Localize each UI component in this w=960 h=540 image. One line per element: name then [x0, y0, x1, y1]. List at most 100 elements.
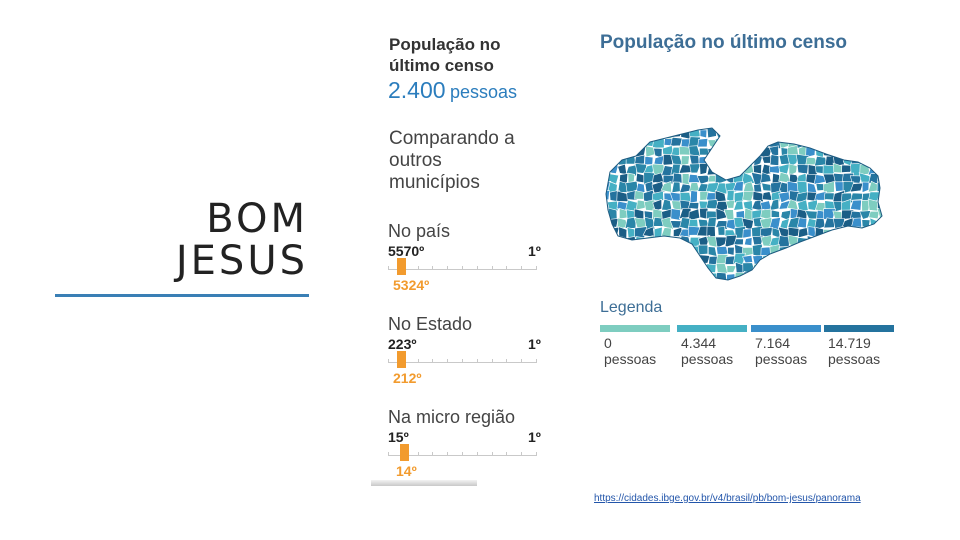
municipality-cell [886, 266, 890, 272]
municipality-cell [797, 271, 807, 280]
ranking-tick [418, 452, 419, 456]
municipality-cell [615, 261, 629, 275]
municipality-cell [697, 138, 709, 148]
municipality-cell [608, 244, 620, 258]
municipality-cell [608, 281, 619, 290]
municipality-cell [876, 253, 882, 265]
municipality-cell [832, 144, 845, 157]
ranking-tick [447, 452, 448, 456]
municipality-cell [832, 261, 844, 276]
municipality-cell [841, 235, 853, 248]
slide-title-line-1: BOM [206, 196, 308, 242]
municipality-cell [868, 262, 879, 275]
municipality-cell [804, 210, 818, 220]
municipality-cell [616, 136, 628, 148]
municipality-cell [841, 273, 855, 280]
population-unit: pessoas [450, 82, 518, 102]
municipality-cell [688, 208, 700, 222]
municipality-cell [877, 137, 882, 149]
ranking-track [388, 266, 537, 270]
municipality-cell [777, 271, 791, 280]
municipality-cell [814, 245, 827, 257]
municipality-cell [725, 165, 737, 177]
municipality-cell [825, 282, 836, 290]
municipality-cell [618, 283, 627, 290]
compare-line-2: outros [389, 150, 442, 171]
municipality-cell [606, 246, 609, 257]
municipality-cell [633, 128, 645, 132]
ranking-high: 1º [528, 243, 541, 259]
municipality-cell [715, 272, 728, 280]
municipality-cell [727, 281, 735, 290]
municipality-cell [689, 190, 698, 204]
municipality-cell [681, 173, 690, 186]
municipality-cell [761, 281, 773, 290]
municipality-cell [606, 146, 610, 157]
municipality-cell [852, 273, 863, 280]
municipality-cell [886, 254, 890, 262]
municipality-cell [644, 156, 654, 166]
municipality-cell [724, 154, 736, 165]
municipality-cell [867, 162, 881, 176]
municipality-cell [833, 254, 846, 267]
ranking-tick [521, 266, 522, 270]
municipality-cell [742, 190, 755, 202]
municipality-cell [867, 191, 881, 203]
municipality-cell [761, 155, 771, 164]
municipality-cell [868, 146, 878, 157]
municipality-cell [714, 129, 728, 140]
municipality-cell [727, 246, 735, 256]
compare-line-3: municípios [389, 172, 480, 193]
municipality-cell [643, 252, 655, 265]
ranking-position: 5324º [393, 277, 430, 293]
municipality-cell [697, 244, 709, 256]
municipality-cell [879, 262, 882, 275]
compare-heading: Comparando a outros municípios [389, 128, 515, 194]
municipality-cell [751, 271, 764, 280]
municipality-cell [769, 164, 782, 174]
municipality-cell [787, 216, 800, 229]
municipality-cell [652, 244, 665, 256]
municipality-cell [769, 252, 781, 266]
municipality-cell [715, 156, 728, 167]
summary-heading-line-2: último censo [389, 56, 494, 75]
ranking-low: 223º [388, 336, 417, 352]
municipality-cell [852, 246, 860, 256]
municipality-cell [804, 261, 818, 275]
municipality-cell [678, 164, 692, 174]
compare-line-1: Comparando a [389, 128, 515, 149]
municipality-cell [742, 255, 753, 264]
municipality-cell [670, 208, 681, 221]
population-value: 2.400 pessoas [388, 77, 517, 104]
municipality-cell [752, 217, 762, 228]
municipality-cell [699, 163, 709, 175]
municipality-cell [849, 199, 862, 211]
municipality-cell [878, 145, 882, 156]
municipality-cell [689, 163, 702, 174]
municipality-cell [618, 244, 628, 254]
municipality-cell [832, 128, 843, 131]
municipality-cell [841, 253, 853, 267]
municipality-cell [753, 137, 765, 149]
legend-swatch [751, 325, 821, 332]
municipality-cell [662, 261, 674, 276]
municipality-cell [741, 128, 753, 131]
municipality-cell [851, 236, 862, 247]
source-link[interactable]: https://cidades.ibge.gov.br/v4/brasil/pb… [594, 493, 861, 504]
municipality-cell [796, 262, 807, 275]
municipality-cell [715, 262, 729, 274]
ranking-state: No Estado 223º 1º 212º [388, 314, 548, 406]
legend-unit: pessoas [755, 351, 808, 367]
municipality-cell [751, 172, 763, 185]
municipality-cell [876, 234, 882, 247]
municipality-cell [662, 154, 674, 166]
municipality-cell [661, 271, 673, 280]
municipality-cell [624, 216, 637, 229]
ranking-label: No país [388, 221, 451, 241]
municipality-cell [823, 180, 835, 194]
municipality-cell [616, 145, 627, 156]
municipality-cell [823, 271, 837, 280]
municipality-cell [672, 172, 683, 184]
municipality-cell [607, 128, 620, 131]
ranking-tick [536, 359, 537, 363]
